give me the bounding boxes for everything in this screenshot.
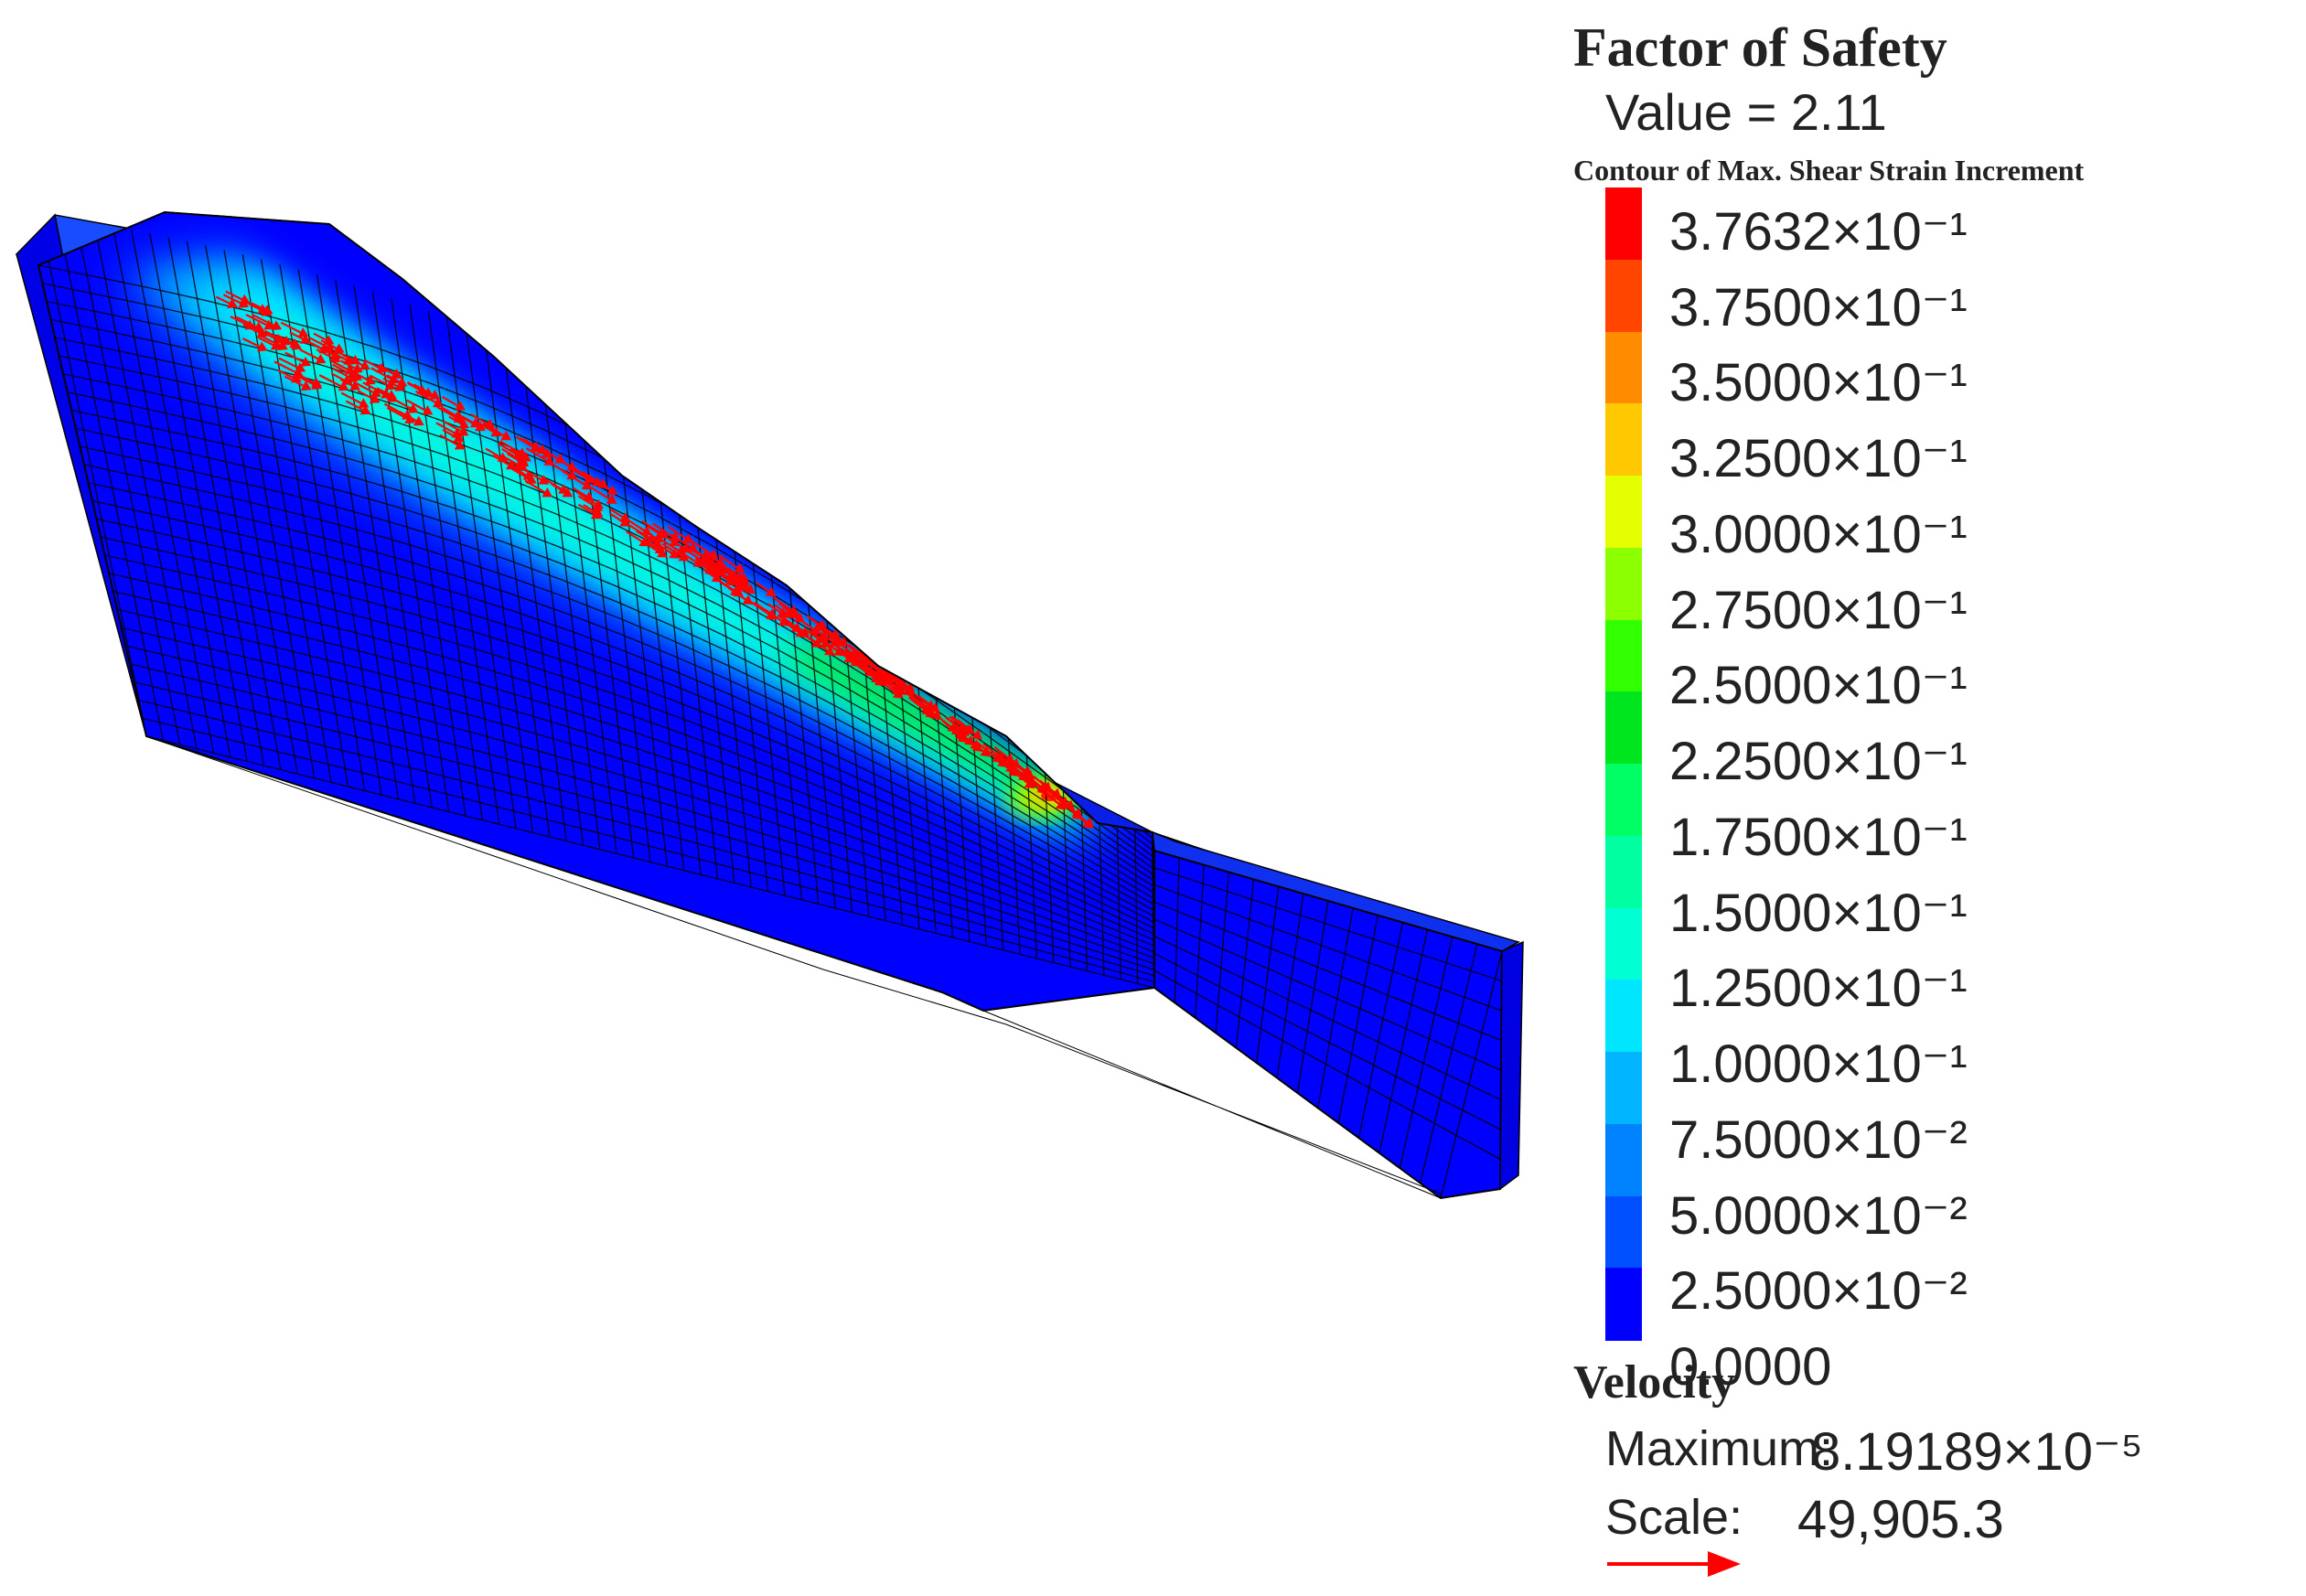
colorbar-level-label: 1.0000×10⁻¹ xyxy=(1669,1038,1968,1091)
colorbar-segment xyxy=(1605,332,1642,405)
contour-title: Contour of Max. Shear Strain Increment xyxy=(1573,154,2084,187)
velocity-max-value: 8.19189×10⁻⁵ xyxy=(1811,1420,2143,1483)
colorbar-segment xyxy=(1605,836,1642,909)
front-face-contour xyxy=(38,210,1154,1011)
fos-value: Value = 2.11 xyxy=(1605,82,1887,142)
slope-model-mesh xyxy=(0,0,1555,1596)
colorbar-level-label: 3.2500×10⁻¹ xyxy=(1669,433,1968,486)
colorbar-segment xyxy=(1605,1196,1642,1269)
colorbar-segment xyxy=(1605,764,1642,837)
colorbar-level-label: 2.5000×10⁻¹ xyxy=(1669,659,1968,712)
velocity-scale-arrow-icon xyxy=(1605,1546,1743,1582)
velocity-scale-label: Scale: xyxy=(1605,1489,1743,1546)
colorbar-level-label: 1.5000×10⁻¹ xyxy=(1669,887,1968,940)
colorbar-level-label: 3.7500×10⁻¹ xyxy=(1669,282,1968,335)
colorbar-segment xyxy=(1605,187,1642,261)
colorbar-segment xyxy=(1605,260,1642,333)
colorbar-level-label: 5.0000×10⁻² xyxy=(1669,1190,1968,1243)
toe-block-right-face xyxy=(1500,942,1523,1189)
colorbar-level-label: 7.5000×10⁻² xyxy=(1669,1114,1968,1167)
colorbar-level-label: 3.0000×10⁻¹ xyxy=(1669,509,1968,562)
velocity-scale-value: 49,905.3 xyxy=(1797,1489,2004,1550)
colorbar-level-label: 2.7500×10⁻¹ xyxy=(1669,584,1968,637)
colorbar-segment xyxy=(1605,403,1642,477)
colorbar-segment xyxy=(1605,1124,1642,1197)
colorbar-segment xyxy=(1605,1268,1642,1341)
colorbar xyxy=(1605,187,1642,1340)
colorbar-segment xyxy=(1605,548,1642,621)
colorbar-level-label: 1.2500×10⁻¹ xyxy=(1669,962,1968,1015)
fos-title: Factor of Safety xyxy=(1573,16,1947,80)
legend-panel: Factor of Safety Value = 2.11 Contour of… xyxy=(1569,0,2301,1596)
velocity-title: Velocity xyxy=(1573,1355,1735,1409)
colorbar-level-label: 3.5000×10⁻¹ xyxy=(1669,357,1968,410)
velocity-max-label: Maximum: xyxy=(1605,1420,1833,1477)
colorbar-level-label: 3.7632×10⁻¹ xyxy=(1669,206,1968,259)
colorbar-segment xyxy=(1605,476,1642,549)
colorbar-segment xyxy=(1605,980,1642,1053)
colorbar-level-label: 1.7500×10⁻¹ xyxy=(1669,811,1968,864)
colorbar-segment xyxy=(1605,620,1642,693)
colorbar-segment xyxy=(1605,1052,1642,1125)
colorbar-segment xyxy=(1605,691,1642,765)
colorbar-level-label: 2.2500×10⁻¹ xyxy=(1669,735,1968,788)
colorbar-segment xyxy=(1605,908,1642,981)
colorbar-level-label: 2.5000×10⁻² xyxy=(1669,1265,1968,1318)
